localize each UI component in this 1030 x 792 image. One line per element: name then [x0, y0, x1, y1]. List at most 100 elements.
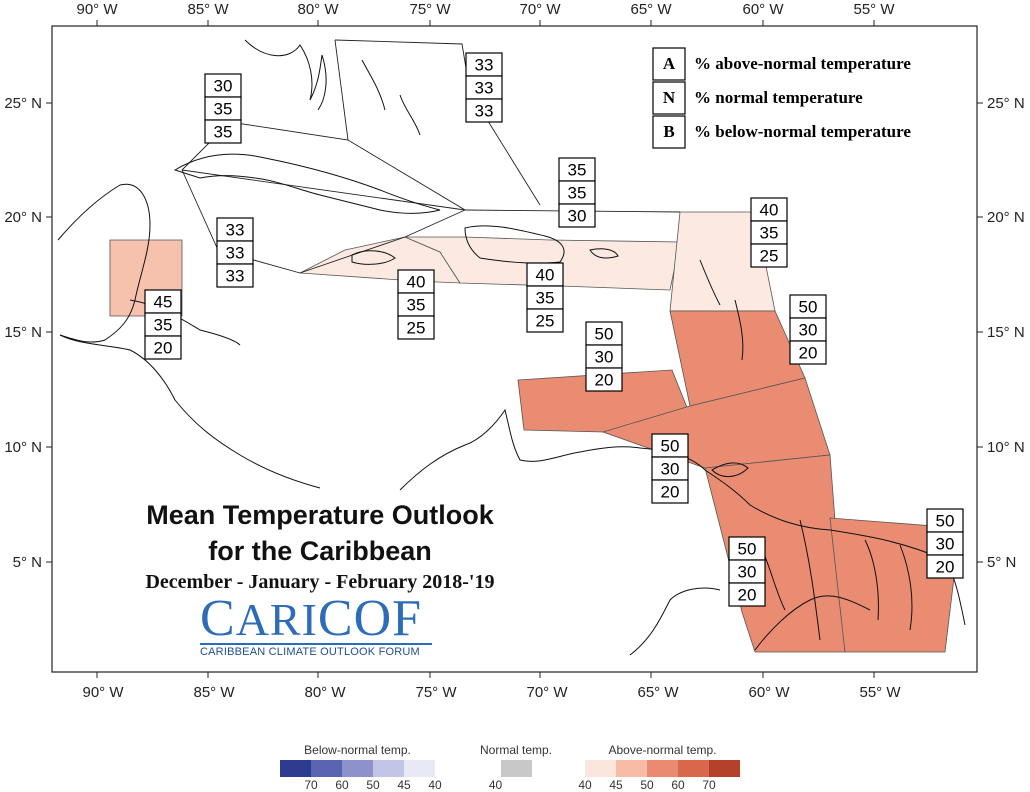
tick-marks	[46, 20, 983, 678]
colorbar-label: 60	[335, 778, 349, 792]
box-value-B: 20	[154, 339, 173, 358]
box-value-A: 50	[595, 325, 614, 344]
colorbar-label: 70	[304, 778, 318, 792]
legend-text-n: % normal temperature	[694, 88, 863, 107]
box-value-B: 25	[407, 319, 426, 338]
box-value-A: 35	[568, 161, 587, 180]
x-tick-top-label: 80° W	[297, 1, 339, 18]
colorbar-label: 50	[640, 778, 654, 792]
box-value-N: 30	[738, 563, 757, 582]
x-tick-bottom-label: 80° W	[304, 684, 346, 701]
box-value-N: 33	[226, 244, 245, 263]
abn-legend: A N B % above-normal temperature % norma…	[652, 47, 911, 149]
colorbar-label: 60	[671, 778, 685, 792]
colorbar-label: 50	[366, 778, 380, 792]
colorbar-swatch	[585, 760, 616, 777]
colorbar-label: 45	[397, 778, 411, 792]
y-tick-left-label: 25° N	[4, 95, 42, 112]
box-value-N: 30	[595, 348, 614, 367]
box-value-B: 25	[760, 247, 779, 266]
colorbar-below-title: Below-normal temp.	[304, 743, 411, 757]
box-value-A: 50	[661, 437, 680, 456]
colorbar-swatch	[404, 760, 435, 777]
legend-text-b: % below-normal temperature	[694, 122, 911, 141]
box-value-N: 35	[214, 100, 233, 119]
box-value-N: 35	[568, 184, 587, 203]
colorbar-above: Above-normal temp. 40 45 50 60 70	[578, 743, 740, 792]
region-box-cayman: 33 33 33	[216, 217, 254, 288]
x-tick-top-label: 90° W	[76, 1, 118, 18]
x-tick-bottom-label: 65° W	[637, 684, 679, 701]
colorbar-label: 45	[609, 778, 623, 792]
y-tick-right-label: 25° N	[987, 95, 1025, 112]
legend-letter-n: N	[663, 88, 676, 107]
region-box-cuba-west: 30 35 35	[204, 73, 242, 144]
x-tick-bottom-label: 70° W	[526, 684, 568, 701]
box-value-N: 35	[760, 224, 779, 243]
colorbar-normal: Normal temp. 40	[480, 743, 552, 792]
region-box-trinidad: 50 30 20	[651, 433, 689, 504]
colorbar-swatch	[373, 760, 404, 777]
colorbar-swatch	[280, 760, 311, 777]
colorbar-label: 40	[428, 778, 442, 792]
y-tick-right-label: 10° N	[987, 439, 1025, 456]
box-value-B: 20	[799, 344, 818, 363]
x-tick-top-label: 65° W	[630, 1, 672, 18]
colorbar-swatch	[500, 760, 532, 777]
colorbar-swatch	[616, 760, 647, 777]
colorbar-swatch	[678, 760, 709, 777]
x-tick-bottom-label: 85° W	[193, 684, 235, 701]
colorbar-label: 70	[702, 778, 716, 792]
box-value-B: 20	[661, 483, 680, 502]
x-tick-bottom-label: 75° W	[415, 684, 457, 701]
legend-text-a: % above-normal temperature	[694, 54, 911, 73]
colorbar-swatch	[342, 760, 373, 777]
x-tick-top-label: 60° W	[742, 1, 784, 18]
x-tick-top-label: 85° W	[187, 1, 229, 18]
x-tick-bottom-label: 60° W	[748, 684, 790, 701]
y-tick-left-label: 15° N	[4, 324, 42, 341]
box-value-B: 35	[214, 123, 233, 142]
x-tick-bottom-label: 90° W	[82, 684, 124, 701]
box-value-N: 30	[661, 460, 680, 479]
box-value-N: 35	[407, 296, 426, 315]
box-value-A: 50	[936, 512, 955, 531]
map-title-line2: for the Caribbean	[208, 536, 432, 566]
y-tick-right-label: 20° N	[987, 209, 1025, 226]
colorbar-swatch	[709, 760, 740, 777]
box-value-A: 40	[536, 266, 555, 285]
y-tick-left-label: 20° N	[4, 209, 42, 226]
legend-letter-a: A	[663, 54, 676, 73]
map-title-line1: Mean Temperature Outlook	[146, 500, 494, 530]
box-value-A: 50	[799, 298, 818, 317]
box-value-B: 33	[226, 267, 245, 286]
box-value-N: 30	[799, 321, 818, 340]
map-subtitle: December - January - February 2018-'19	[145, 571, 495, 593]
box-value-A: 40	[407, 273, 426, 292]
region-box-guyana: 50 30 20	[728, 536, 766, 607]
colorbar-swatch	[647, 760, 678, 777]
caricof-logo: CARICOF CARIBBEAN CLIMATE OUTLOOK FORUM	[200, 593, 432, 658]
box-value-A: 30	[214, 77, 233, 96]
region-box-jamaica: 40 35 25	[397, 269, 435, 340]
box-value-B: 20	[738, 586, 757, 605]
box-value-B: 25	[536, 312, 555, 331]
box-value-A: 33	[226, 221, 245, 240]
box-value-A: 45	[154, 293, 173, 312]
y-tick-right-label: 15° N	[987, 324, 1025, 341]
colorbar-label: 40	[488, 778, 503, 792]
box-value-N: 30	[936, 535, 955, 554]
box-value-B: 20	[595, 371, 614, 390]
x-tick-top-label: 70° W	[519, 1, 561, 18]
x-tick-top-label: 55° W	[853, 1, 895, 18]
x-tick-bottom-label: 55° W	[859, 684, 901, 701]
box-value-B: 20	[936, 558, 955, 577]
region-box-leeward: 40 35 25	[750, 197, 788, 268]
legend-letter-b: B	[663, 122, 674, 141]
box-value-B: 30	[568, 207, 587, 226]
box-value-N: 35	[154, 316, 173, 335]
region-box-abc: 50 30 20	[585, 321, 623, 392]
box-value-A: 33	[475, 56, 494, 75]
box-value-A: 50	[738, 540, 757, 559]
